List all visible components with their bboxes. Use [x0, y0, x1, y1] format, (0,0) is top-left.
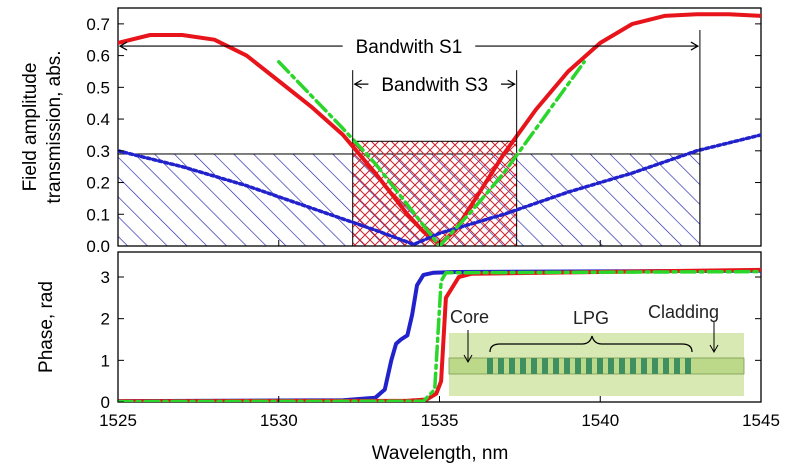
inset-grating-period: [674, 358, 680, 374]
inset-grating-period: [630, 358, 636, 374]
inset-grating-period: [564, 358, 570, 374]
inset-grating-period: [685, 358, 691, 374]
bandwidth-arrow-left-1: [118, 41, 343, 51]
inset-grating-period: [597, 358, 603, 374]
transmission-y-axis-label-line1: Field amplitude: [20, 63, 41, 192]
x-tick-label: 1525: [99, 411, 137, 430]
transmission-y-tick-label: 0.6: [86, 47, 110, 66]
inset-cladding-label: Cladding: [648, 302, 719, 322]
transmission-y-tick-label: 0.4: [86, 110, 110, 129]
inset-grating-period: [641, 358, 647, 374]
transmission-series-3: [277, 60, 586, 246]
inset-core-label: Core: [450, 307, 489, 327]
x-tick-label: 1530: [260, 411, 298, 430]
transmission-y-tick-label: 0.2: [86, 174, 110, 193]
phase-y-axis-label: Phase, rad: [36, 281, 57, 373]
shaded-region-2: [352, 140, 518, 246]
transmission-y-tick-label: 0.1: [86, 205, 110, 224]
inset-grating-period: [531, 358, 537, 374]
inset-core-arrow: [463, 330, 473, 364]
phase-y-tick-label: 1: [101, 351, 110, 370]
inset-grating-period: [542, 358, 548, 374]
phase-y-tick-label: 3: [101, 268, 110, 287]
x-tick-label: 1545: [742, 411, 780, 430]
lpg-fiber-inset: Core LPG Cladding: [448, 302, 745, 396]
phase-series-1: [118, 268, 761, 402]
inset-grating-period: [663, 358, 669, 374]
phase-series-3: [118, 269, 761, 402]
transmission-panel: Bandwith S1 Bandwith S3 0.0 0.1 0.2 0.3 0.4 0.…: [20, 7, 762, 256]
phase-panel: Core LPG Cladding 0 1 2 3 1525 1530 1535 1540 154…: [36, 240, 780, 464]
transmission-y-tick-label: 0.5: [86, 78, 110, 97]
inset-grating-period: [586, 358, 592, 374]
inset-grating-period: [509, 358, 515, 374]
x-tick-label: 1535: [421, 411, 459, 430]
x-tick-label: 1540: [581, 411, 619, 430]
bandwidth-label-1: Bandwith S1: [356, 37, 463, 58]
inset-grating-period: [520, 358, 526, 374]
inset-grating-period: [608, 358, 614, 374]
bandwidth-arrow-left-2: [353, 79, 369, 89]
inset-grating-period: [553, 358, 559, 374]
bandwidth-arrow-right-2: [500, 79, 516, 89]
inset-lpg-brace: [489, 335, 693, 353]
transmission-y-tick-label: 0.3: [86, 142, 110, 161]
inset-grating-period: [575, 358, 581, 374]
inset-lpg-label: LPG: [573, 308, 609, 328]
inset-grating-period: [498, 358, 504, 374]
inset-core: [448, 357, 745, 375]
phase-y-tick-label: 2: [101, 310, 110, 329]
inset-cladding-arrow: [709, 322, 719, 354]
inset-grating-period: [619, 358, 625, 374]
transmission-series-2: [118, 133, 761, 246]
transmission-y-axis-label-line2: transmission, abs.: [44, 50, 65, 203]
x-axis-label: Wavelength, nm: [372, 443, 509, 464]
transmission-y-tick-label: 0.7: [86, 15, 110, 34]
inset-grating-period: [487, 358, 493, 374]
bandwidth-label-2: Bandwith S3: [381, 75, 488, 96]
transmission-y-tick-label: 0.0: [86, 237, 110, 256]
phase-y-tick-label: 0: [101, 393, 110, 412]
inset-grating-period: [652, 358, 658, 374]
bandwidth-arrow-right-1: [475, 41, 700, 51]
